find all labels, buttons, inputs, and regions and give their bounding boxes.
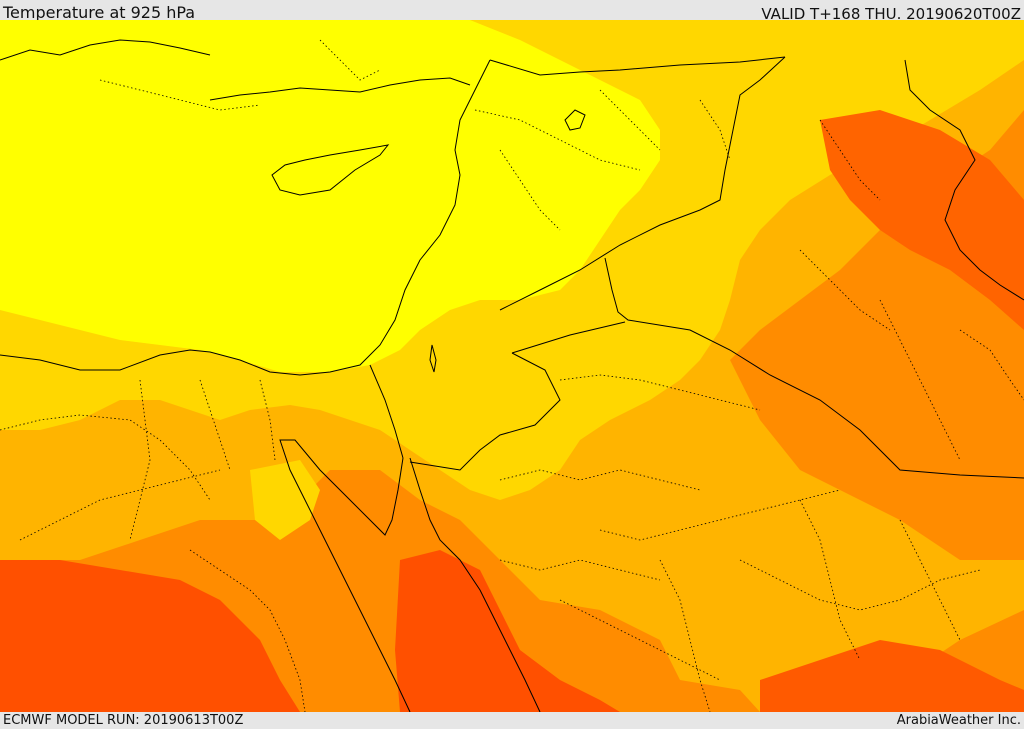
map-title: Temperature at 925 hPa — [3, 3, 196, 22]
footer-bar: ECMWF MODEL RUN: 20190613T00Z ArabiaWeat… — [0, 712, 1024, 729]
field-dark-orange-red-sea — [395, 550, 620, 712]
admin-boundaries — [0, 39, 1024, 712]
field-dark-orange-gulf — [760, 640, 1024, 712]
country-borders — [0, 39, 1024, 712]
field-dark-orange-east — [820, 110, 1024, 330]
map-canvas — [0, 20, 1024, 712]
model-run-label: ECMWF MODEL RUN: 20190613T00Z — [3, 713, 244, 728]
field-bright-yellow — [0, 20, 660, 372]
credit-label: ArabiaWeather Inc. — [896, 713, 1021, 728]
field-yellow-patch-1 — [250, 460, 320, 540]
valid-time-label: VALID T+168 THU. 20190620T00Z — [761, 5, 1021, 23]
field-dark-orange-south — [0, 560, 300, 712]
header-bar: Temperature at 925 hPa VALID T+168 THU. … — [0, 0, 1024, 23]
field-yellow-patch-2 — [600, 500, 760, 590]
temperature-map[interactable] — [0, 20, 1024, 712]
